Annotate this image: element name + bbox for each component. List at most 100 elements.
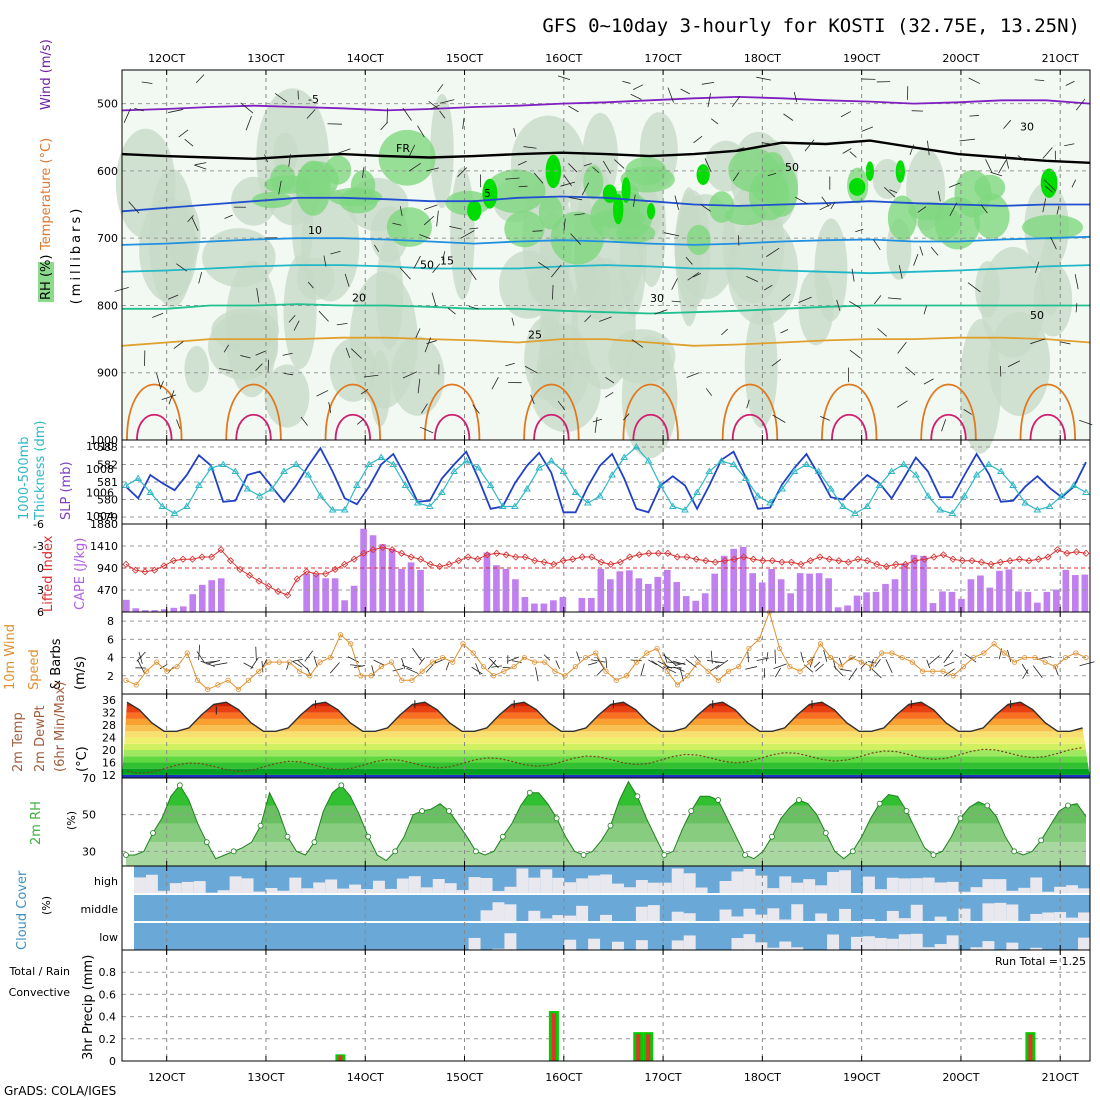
- wind-barb: [345, 347, 351, 359]
- li-point: [274, 587, 282, 596]
- cape-bar: [123, 599, 130, 612]
- y-tick-label: 12: [102, 769, 116, 782]
- wind-barb: [581, 182, 590, 196]
- cloud-cell-middle: [719, 909, 732, 922]
- li-point: [464, 553, 472, 561]
- li-point: [968, 557, 976, 565]
- cloud-cell-middle: [767, 908, 780, 922]
- cape-bar: [322, 578, 329, 612]
- wind-barb: [707, 93, 711, 108]
- rh-bands: [126, 781, 1086, 866]
- li-line: [125, 546, 1087, 596]
- wind-barb: [693, 135, 703, 144]
- rh2m-point: [230, 848, 237, 855]
- cloud-cell-middle: [1006, 904, 1019, 922]
- cloud-cell-middle: [564, 915, 577, 922]
- wind-barb: [374, 244, 380, 253]
- slp-ylabel: Thickness (dm): [33, 421, 48, 521]
- cloud-cell-high: [420, 887, 433, 894]
- cloud-cell-high: [313, 882, 326, 894]
- wind-barb: [313, 655, 318, 668]
- wind-barb: [518, 185, 528, 188]
- isotherm-30: [423, 383, 481, 441]
- rh-shade-max: [1040, 168, 1058, 198]
- y-tick-label: 8: [107, 615, 114, 628]
- wind-barb: [630, 659, 642, 662]
- wind-barb: [820, 415, 830, 421]
- y-tick-label: 36: [102, 694, 116, 707]
- cape-bar: [1015, 591, 1022, 612]
- cloud-cell-middle: [886, 910, 899, 922]
- wind-barb: [860, 661, 868, 669]
- li-point: [217, 546, 225, 554]
- temp-band: [122, 731, 1090, 738]
- cape-bar: [141, 610, 149, 612]
- cloud-cell-high: [934, 882, 947, 894]
- wind-barb: [560, 181, 575, 187]
- thickness-point: [134, 474, 143, 481]
- wind-barb: [671, 278, 678, 290]
- thickness-point: [255, 492, 264, 499]
- rh2m-point: [392, 848, 399, 855]
- cape-ylabel: Lifted Index: [41, 535, 56, 612]
- cloud-cell-middle: [791, 904, 804, 922]
- li-point: [436, 562, 444, 571]
- wind-speed-point: [439, 654, 446, 661]
- wind-barb: [614, 159, 625, 169]
- y-tick-label: 30: [82, 845, 96, 858]
- thickness-point: [936, 506, 945, 513]
- isotherm-label: FR: [396, 142, 410, 155]
- li-point: [474, 555, 482, 563]
- x-tick-label-top: 21OCT: [1042, 52, 1079, 65]
- wind-barb: [417, 378, 421, 394]
- cloud-cell-high: [659, 882, 672, 894]
- li-point: [721, 557, 729, 565]
- wind-barb: [897, 341, 907, 354]
- li-point: [122, 560, 130, 568]
- wind-barb: [771, 358, 781, 367]
- panel-frame: [121, 949, 1091, 1062]
- cloud-cell-high: [408, 876, 421, 894]
- wind-barb: [223, 344, 230, 353]
- cloud-cell-middle: [552, 915, 565, 922]
- wind-barb: [663, 653, 668, 664]
- wind-speed-point: [348, 641, 354, 647]
- li-point: [493, 549, 501, 557]
- cloud-cell-high: [803, 879, 816, 894]
- wind-speed-point: [746, 645, 752, 652]
- wind-barb: [568, 163, 578, 173]
- rh2m-point: [742, 852, 748, 858]
- thickness-point: [1082, 488, 1090, 495]
- cloud-cell-low: [886, 938, 899, 950]
- wind-speed-point: [225, 677, 231, 683]
- wind-barb: [874, 658, 881, 668]
- wind-barb: [123, 108, 131, 123]
- wind-barb: [168, 109, 184, 113]
- rh-shade: [283, 255, 317, 370]
- temp-band: [122, 725, 1090, 732]
- li-point: [1072, 548, 1081, 556]
- thickness-point: [474, 464, 483, 471]
- rh2m-line: [126, 780, 1087, 862]
- y-tick-label: 70: [82, 772, 96, 785]
- cloud-cell-high: [432, 878, 445, 894]
- wind-speed-point: [174, 664, 180, 670]
- li-point: [597, 558, 605, 566]
- temp-band: [122, 718, 1090, 726]
- y-tick-label-right: 1004: [86, 510, 114, 523]
- wind-barb: [969, 115, 979, 117]
- wind-barb: [1075, 98, 1086, 111]
- cloud-cell-middle: [839, 908, 851, 922]
- wind-barb: [889, 189, 898, 194]
- wind-barb: [316, 390, 329, 397]
- wind-barb: [1017, 155, 1026, 162]
- cloud-cell-low: [743, 934, 756, 950]
- wind-barb: [357, 418, 365, 425]
- li-point: [322, 570, 330, 578]
- wind-barb: [460, 230, 475, 239]
- cape-bar: [730, 548, 738, 612]
- wind-speed-line: [125, 610, 1087, 691]
- wind-speed-point: [838, 664, 844, 670]
- wind-barb: [255, 646, 257, 661]
- wind-barb: [240, 355, 251, 359]
